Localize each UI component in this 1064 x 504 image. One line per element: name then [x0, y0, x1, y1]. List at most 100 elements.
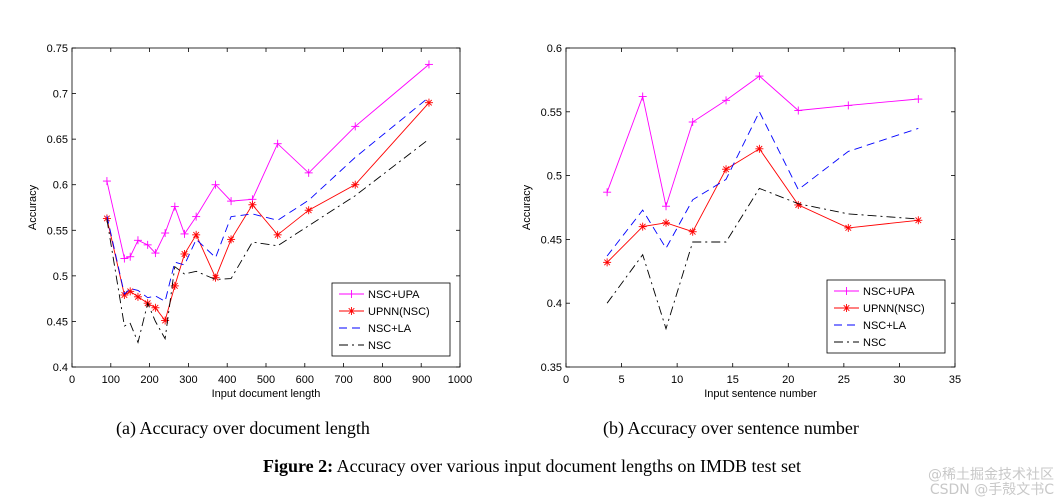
legend: NSC+UPA UPNN(NSC) NSC+LA NSC [826, 279, 946, 354]
chart-a: 0 100 200 300 400 500 600 700 800 900 1000 0.4 0.45 0… [27, 43, 472, 400]
y-tick-label: 0.65 [47, 134, 68, 146]
data-point [304, 168, 313, 177]
marker-d2 [915, 217, 922, 224]
data-point [914, 95, 923, 104]
y-axis-label: Accuracy [27, 184, 39, 230]
x-tick-label: 0 [563, 374, 569, 386]
x-tick-label: 35 [949, 374, 961, 386]
legend-label: NSC+UPA [863, 286, 915, 298]
data-point [273, 230, 282, 239]
data-point [662, 202, 671, 211]
data-point [794, 106, 803, 115]
y-tick-label: 0.45 [47, 316, 68, 328]
data-point [755, 144, 764, 153]
data-point [227, 197, 236, 206]
legend-label: NSC+LA [368, 323, 412, 335]
data-point [151, 303, 160, 312]
data-point [755, 72, 764, 81]
data-point [192, 212, 201, 221]
figure-caption-text: Accuracy over various input document len… [333, 456, 802, 476]
marker-d2 [181, 250, 188, 258]
data-point [662, 218, 671, 227]
data-point [351, 180, 360, 189]
x-tick-label: 20 [782, 374, 794, 386]
data-point [351, 122, 360, 131]
legend-item: NSC+LA [834, 320, 907, 332]
x-axis-label: Input document length [212, 388, 321, 400]
x-tick-label: 1000 [448, 374, 472, 386]
data-point [211, 273, 220, 282]
data-point [304, 206, 313, 215]
data-point [914, 216, 923, 225]
series-line-nsc-la [106, 96, 430, 303]
legend-label: NSC [863, 337, 886, 349]
marker-d2 [722, 166, 730, 173]
watermark: @稀土掘金技术社区 CSDN @手殻文书C [928, 468, 1054, 498]
x-tick-label: 5 [619, 374, 625, 386]
watermark-line-1: @稀土掘金技术社区 [928, 467, 1054, 483]
legend-marker-d2 [348, 307, 355, 315]
x-tick-label: 30 [893, 374, 905, 386]
data-point [844, 223, 853, 232]
legend-item: NSC+UPA [834, 286, 915, 298]
subcaption-a: (a) Accuracy over document length [116, 418, 370, 438]
data-point [151, 249, 160, 258]
series-line-nsc-upa [606, 75, 919, 208]
marker-d2 [274, 231, 281, 238]
data-point [638, 222, 647, 231]
x-axis-label: Input sentence number [704, 388, 817, 400]
legend-label: UPNN(NSC) [368, 306, 430, 318]
legend-marker-d2 [843, 304, 850, 312]
data-point [180, 229, 189, 238]
x-tick-label: 25 [838, 374, 850, 386]
y-tick-label: 0.7 [53, 89, 68, 101]
y-tick-label: 0.6 [547, 43, 562, 55]
y-tick-label: 0.45 [541, 234, 562, 246]
marker-d2 [193, 231, 200, 238]
data-point [161, 229, 170, 238]
x-tick-label: 800 [373, 374, 391, 386]
data-point [192, 230, 201, 239]
marker-d2 [121, 291, 128, 299]
plot-frame [565, 47, 956, 368]
x-tick-label: 10 [671, 374, 683, 386]
x-tick-label: 600 [296, 374, 314, 386]
data-point [227, 235, 236, 244]
legend-item: NSC+LA [339, 323, 412, 335]
marker-d2 [795, 201, 802, 209]
y-tick-label: 0.5 [547, 171, 562, 183]
legend-label: NSC+UPA [368, 289, 420, 301]
data-point [248, 200, 257, 209]
legend-item: UPNN(NSC) [834, 303, 925, 315]
y-tick-label: 0.55 [47, 225, 68, 237]
data-point [603, 258, 612, 267]
marker-d2 [845, 224, 852, 232]
data-point [273, 139, 282, 148]
data-point [170, 202, 179, 211]
marker-d2 [171, 282, 178, 290]
data-point [126, 252, 135, 261]
marker-d2 [134, 293, 142, 300]
data-point [180, 249, 189, 258]
x-tick-label: 0 [69, 374, 75, 386]
x-tick-label: 900 [412, 374, 430, 386]
x-tick-label: 300 [179, 374, 197, 386]
x-tick-label: 700 [334, 374, 352, 386]
figure-caption-label: Figure 2: [262, 456, 334, 476]
marker-d2 [425, 99, 433, 106]
marker-d2 [212, 274, 219, 281]
marker-d2 [152, 304, 159, 311]
x-tick-label: 100 [102, 374, 120, 386]
y-tick-label: 0.5 [53, 271, 68, 283]
x-tick-label: 15 [727, 374, 739, 386]
data-point [211, 180, 220, 189]
x-tick-label: 200 [140, 374, 158, 386]
y-tick-label: 0.55 [541, 107, 562, 119]
marker-d2 [639, 223, 646, 230]
data-point [120, 290, 129, 299]
data-point [722, 165, 731, 174]
legend: NSC+UPA UPNN(NSC) NSC+LA NSC [331, 282, 451, 357]
data-point [688, 227, 697, 236]
series-line-nsc-la [606, 110, 919, 257]
